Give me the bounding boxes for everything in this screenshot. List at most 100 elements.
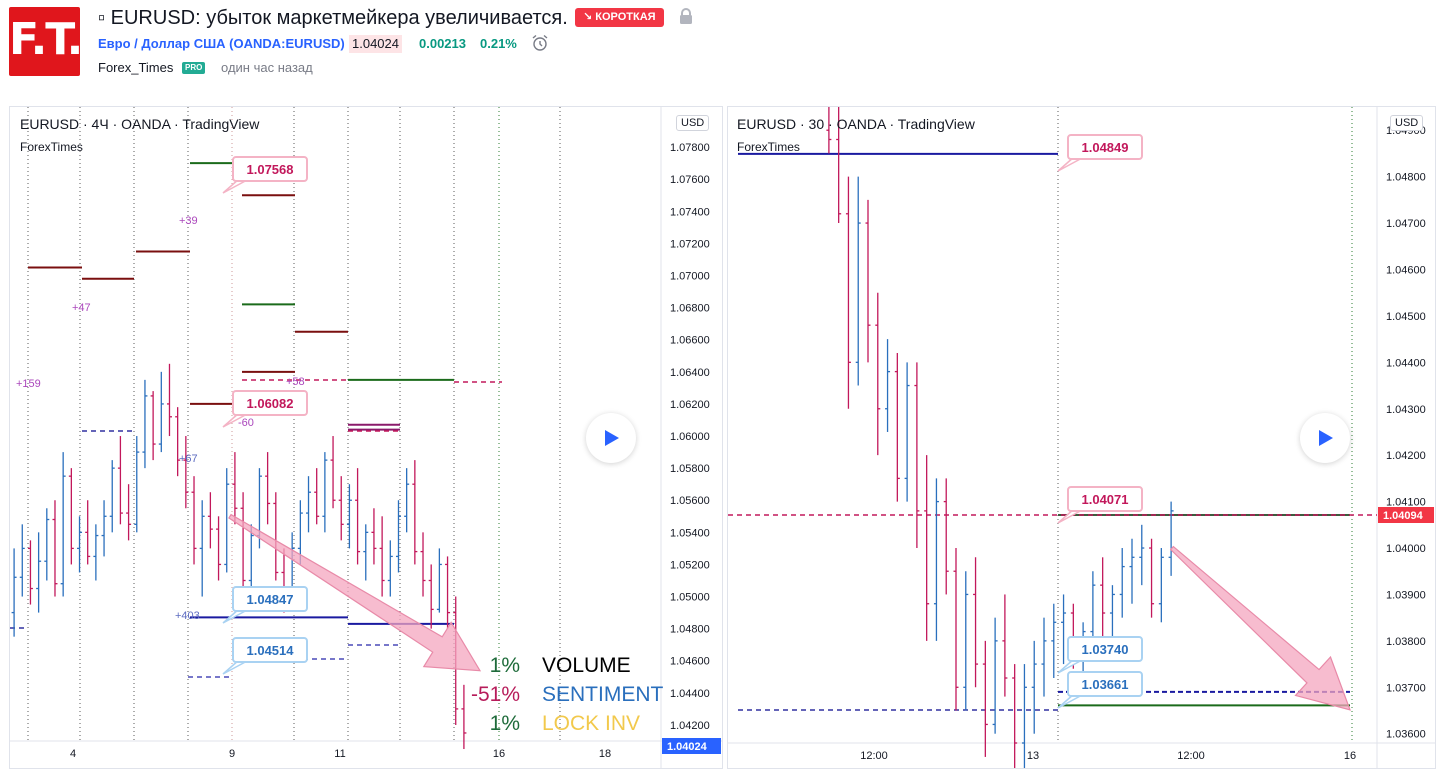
y-tick-label: 1.04700 — [1386, 218, 1426, 230]
x-tick-label: 12:00 — [860, 750, 888, 762]
chart-legend: EURUSD · 4Ч · OANDA · TradingView — [20, 116, 260, 132]
volume-label: +39 — [179, 215, 198, 227]
stat-label: SENTIMENT — [542, 683, 664, 706]
short-badge: ↘ КОРОТКАЯ — [575, 8, 664, 27]
symbol-change: 0.00213 — [419, 36, 466, 51]
play-icon — [1319, 430, 1333, 446]
trend-arrow — [228, 513, 482, 672]
callout-label: 1.04071 — [1082, 492, 1129, 507]
y-tick-label: 1.05400 — [670, 527, 710, 539]
y-tick-label: 1.07200 — [670, 238, 710, 250]
callout-label: 1.03740 — [1082, 642, 1129, 657]
y-tick-label: 1.05600 — [670, 495, 710, 507]
forex-times-logo[interactable]: F.T. — [9, 7, 83, 76]
y-tick-label: 1.04000 — [1386, 543, 1426, 555]
callout-label: 1.06082 — [247, 396, 294, 411]
chart-legend: EURUSD · 30 · OANDA · TradingView — [737, 116, 975, 132]
y-tick-label: 1.07800 — [670, 142, 710, 154]
callout-box — [232, 390, 308, 416]
x-tick-label: 13 — [1027, 750, 1039, 762]
y-tick-label: 1.05800 — [670, 463, 710, 475]
chart-30m-canvas: 1.03600 1.03700 1.03800 1.03900 1.04000 1.041… — [728, 107, 1435, 768]
y-tick-label: 1.03800 — [1386, 636, 1426, 648]
trend-arrow — [1169, 545, 1351, 711]
symbol-change-percent: 0.21% — [480, 36, 517, 51]
symbol-price: 1.04024 — [349, 35, 402, 53]
y-tick-label: 1.04200 — [1386, 450, 1426, 462]
callout-box — [1067, 636, 1143, 662]
lock-icon — [680, 8, 692, 24]
author-name[interactable]: Forex_Times — [98, 60, 174, 75]
volume-label: +58 — [286, 376, 305, 388]
stat-value: 1% — [489, 712, 520, 735]
y-tick-label: 1.04100 — [1386, 497, 1426, 509]
y-tick-label: 1.04200 — [670, 720, 710, 732]
volume-label: +403 — [175, 610, 200, 622]
y-tick-label: 1.03900 — [1386, 589, 1426, 601]
callout-label: 1.03661 — [1082, 677, 1129, 692]
chart-panel-4h[interactable]: 1.04200 1.04400 1.04600 1.04800 1.05000 1.052… — [9, 106, 723, 769]
callout-label: 1.04514 — [247, 643, 295, 658]
volume-label: -60 — [238, 417, 254, 429]
y-tick-label: 1.06400 — [670, 367, 710, 379]
last-price-badge — [1378, 507, 1434, 523]
x-tick-label: 11 — [334, 748, 345, 760]
callout-box — [1067, 134, 1143, 160]
stat-label: LOCK INV — [542, 712, 641, 735]
volume-label: +67 — [179, 453, 198, 465]
stat-value: -51% — [470, 683, 520, 706]
callout-label: 1.04847 — [247, 592, 294, 607]
chart-sublegend: ForexTimes — [20, 140, 83, 154]
stat-value: 1% — [489, 654, 520, 677]
callout-box — [232, 637, 308, 663]
volume-label: +159 — [16, 378, 41, 390]
play-button[interactable] — [586, 413, 636, 463]
y-tick-label: 1.06200 — [670, 399, 710, 411]
callout-box — [1067, 486, 1143, 512]
y-tick-label: 1.04500 — [1386, 311, 1426, 323]
logo-text: F.T. — [9, 14, 83, 65]
chart-panel-30m[interactable]: 1.03600 1.03700 1.03800 1.03900 1.04000 1.041… — [727, 106, 1436, 769]
y-tick-label: 1.06800 — [670, 303, 710, 315]
y-tick-label: 1.04300 — [1386, 404, 1426, 416]
callout-label: 1.04849 — [1082, 140, 1129, 155]
x-tick-label: 16 — [1344, 750, 1356, 762]
callout-box — [1067, 671, 1143, 697]
chart-sublegend: ForexTimes — [737, 140, 800, 154]
y-tick-label: 1.04600 — [670, 656, 710, 668]
last-price-label: 1.04024 — [667, 741, 708, 753]
published-time: один час назад — [221, 60, 313, 75]
y-tick-label: 1.07000 — [670, 271, 710, 283]
currency-button[interactable]: USD — [1390, 115, 1424, 131]
alarm-clock-icon[interactable] — [531, 34, 549, 52]
volume-label: +47 — [72, 302, 91, 314]
y-tick-label: 1.07600 — [670, 174, 710, 186]
y-tick-label: 1.04400 — [1386, 357, 1426, 369]
last-price-label: 1.04094 — [1383, 510, 1424, 522]
pro-badge: PRO — [182, 62, 206, 74]
callout-label: 1.07568 — [247, 162, 294, 177]
x-tick-label: 9 — [229, 748, 235, 760]
y-tick-label: 1.04600 — [1386, 264, 1426, 276]
x-tick-label: 12:00 — [1177, 750, 1205, 762]
y-tick-label: 1.04800 — [670, 624, 710, 636]
play-button[interactable] — [1300, 413, 1350, 463]
callout-box — [232, 156, 308, 182]
y-tick-label: 1.05000 — [670, 592, 710, 604]
y-tick-label: 1.04400 — [670, 688, 710, 700]
play-icon — [605, 430, 619, 446]
chart-4h-canvas: 1.04200 1.04400 1.04600 1.04800 1.05000 1.052… — [10, 107, 722, 768]
y-tick-label: 1.07400 — [670, 206, 710, 218]
symbol-link[interactable]: Евро / Доллар США (OANDA:EURUSD) — [98, 36, 345, 51]
y-tick-label: 1.03600 — [1386, 729, 1426, 741]
x-tick-label: 16 — [493, 748, 505, 760]
y-tick-label: 1.05200 — [670, 559, 710, 571]
y-tick-label: 1.06600 — [670, 335, 710, 347]
x-tick-label: 4 — [70, 748, 76, 760]
y-tick-label: 1.06000 — [670, 431, 710, 443]
y-tick-label: 1.04800 — [1386, 172, 1426, 184]
y-tick-label: 1.03700 — [1386, 682, 1426, 694]
currency-button[interactable]: USD — [676, 115, 710, 131]
x-tick-label: 18 — [599, 748, 611, 760]
callout-box — [232, 586, 308, 612]
